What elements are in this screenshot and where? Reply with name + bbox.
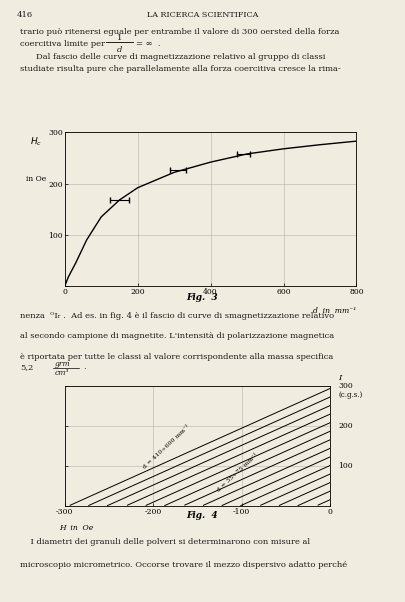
Text: 200: 200 <box>338 422 353 430</box>
Text: grm: grm <box>55 360 70 368</box>
Text: LA RICERCA SCIENTIFICA: LA RICERCA SCIENTIFICA <box>147 11 258 19</box>
Text: H  in  Oe: H in Oe <box>60 524 94 532</box>
Text: al secondo campione di magnetite. L'intensità di polarizzazione magnetica: al secondo campione di magnetite. L'inte… <box>20 332 335 340</box>
Text: $H_c$: $H_c$ <box>30 135 42 148</box>
Text: = ∞  .: = ∞ . <box>136 40 160 48</box>
Text: 100: 100 <box>338 462 353 470</box>
Text: studiate risulta pure che parallelamente alla forza coercitiva cresce la rima-: studiate risulta pure che parallelamente… <box>20 65 341 73</box>
Text: Dal fascio delle curve di magnetizzazione relativo al gruppo di classi: Dal fascio delle curve di magnetizzazion… <box>36 53 326 61</box>
Text: 416: 416 <box>16 11 32 19</box>
Text: I: I <box>338 374 341 382</box>
Text: 300: 300 <box>338 382 353 391</box>
Text: d: d <box>117 46 122 54</box>
Text: (c.g.s.): (c.g.s.) <box>338 391 362 399</box>
Text: Fig.  4: Fig. 4 <box>187 512 218 520</box>
Text: in Oe: in Oe <box>26 175 46 184</box>
Text: d = 35÷75 mm⁻¹: d = 35÷75 mm⁻¹ <box>216 453 258 493</box>
Text: cm³: cm³ <box>55 369 69 377</box>
Text: coercitiva limite per: coercitiva limite per <box>20 40 105 48</box>
Text: trario può ritenersi eguale per entrambe il valore di 300 oersted della forza: trario può ritenersi eguale per entrambe… <box>20 28 340 36</box>
Text: microscopio micrometrico. Occorse trovare il mezzo dispersivo adatto perché: microscopio micrometrico. Occorse trovar… <box>20 560 347 569</box>
Text: I diametri dei granuli delle polveri si determinarono con misure al: I diametri dei granuli delle polveri si … <box>20 538 310 546</box>
Text: Fig.  3: Fig. 3 <box>187 293 218 302</box>
Text: 1: 1 <box>117 34 122 42</box>
Text: è riportata per tutte le classi al valore corrispondente alla massa specifica: è riportata per tutte le classi al valor… <box>20 353 333 361</box>
Text: nenza  ᴼIᵣ .  Ad es. in fig. 4 è il fascio di curve di smagnetizzazione relativo: nenza ᴼIᵣ . Ad es. in fig. 4 è il fascio… <box>20 312 335 320</box>
Text: d  in  mm⁻¹: d in mm⁻¹ <box>313 308 356 315</box>
Text: d = 410÷600 mm⁻¹: d = 410÷600 mm⁻¹ <box>142 424 191 470</box>
Text: .: . <box>83 363 85 371</box>
Text: 5,2: 5,2 <box>20 363 34 371</box>
